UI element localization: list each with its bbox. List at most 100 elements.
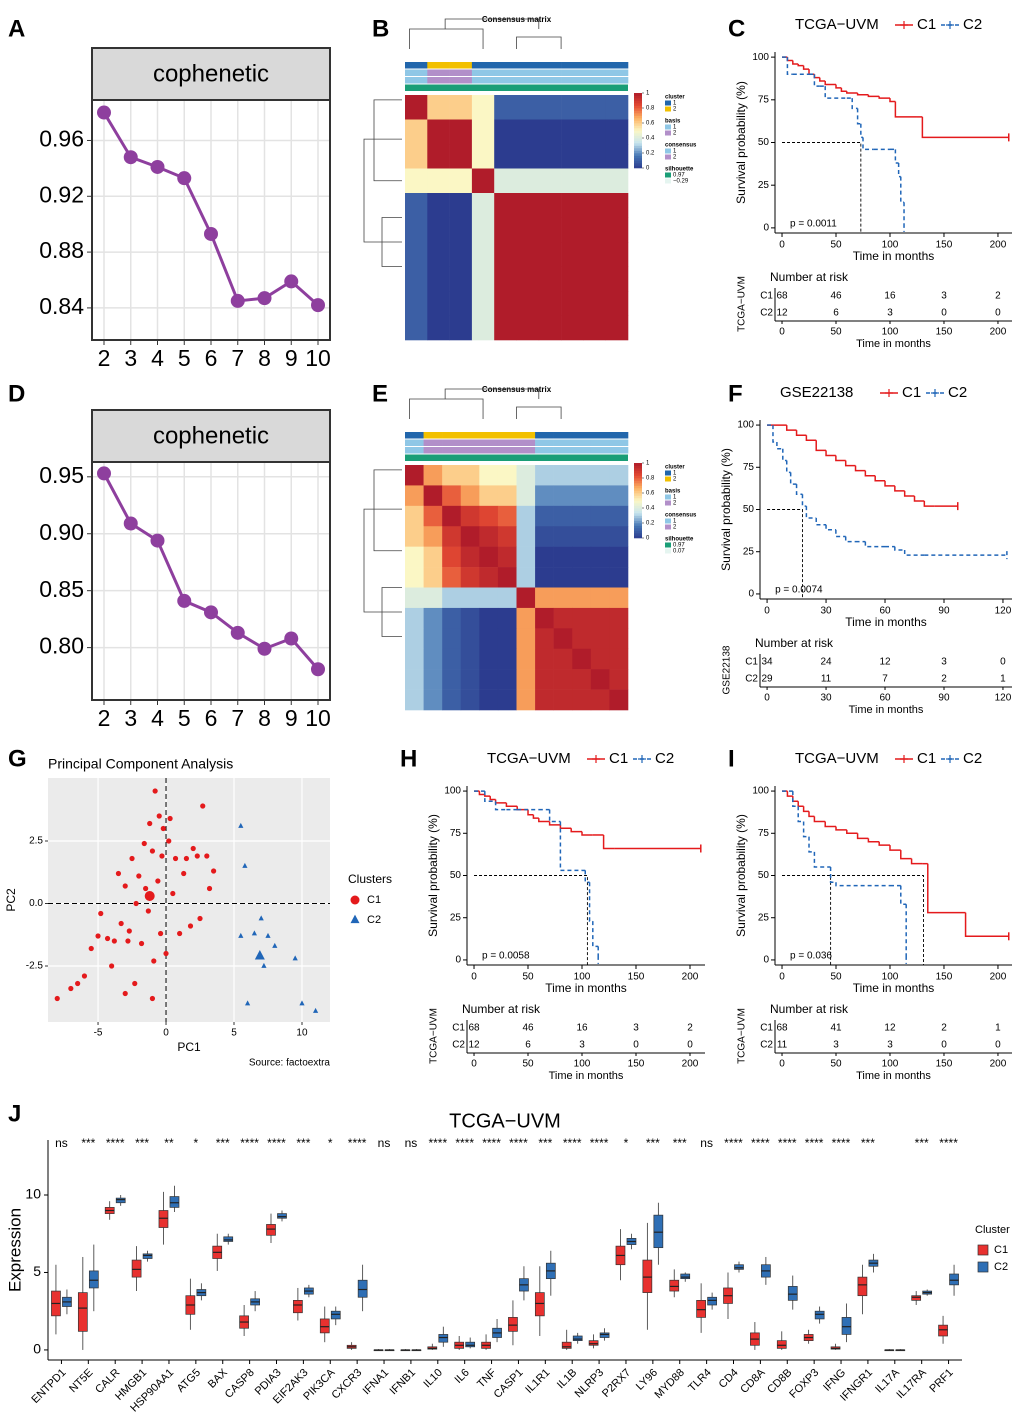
cell [449, 95, 473, 120]
risk-value: 46 [830, 291, 842, 302]
annotation-cell [442, 432, 462, 439]
cell [590, 587, 610, 609]
chart-title: Principal Component Analysis [48, 756, 233, 772]
colorbar-segment [634, 93, 642, 96]
survival-step [815, 517, 827, 526]
point [122, 990, 128, 997]
point [149, 848, 156, 854]
legend-label: C2 [963, 16, 982, 33]
point [123, 150, 138, 165]
significance: *** [861, 1136, 875, 1150]
cell [497, 648, 517, 670]
y-tick-label: 0.90 [39, 519, 84, 545]
survival-step [874, 475, 886, 482]
x-tick-label: 8 [258, 705, 271, 731]
box [653, 1214, 664, 1249]
y-tick-label: 0 [763, 223, 769, 234]
annotation-cell [590, 447, 610, 454]
colorbar-segment [634, 533, 642, 536]
x-tick-label: 3 [124, 705, 137, 731]
point [204, 853, 210, 859]
legend-title: basis [665, 489, 681, 495]
cell [442, 526, 462, 547]
panel-label: G [8, 745, 27, 772]
cell [494, 291, 517, 316]
cell [460, 607, 480, 629]
box [949, 1273, 959, 1286]
survival-step [851, 98, 858, 110]
legend-label: 1 [673, 495, 677, 501]
legend-marker [900, 21, 908, 29]
cell [494, 217, 517, 243]
colorbar-segment [634, 505, 642, 509]
risk-row-label: C2 [452, 1040, 465, 1051]
survival-step [792, 60, 799, 65]
risk-value: 34 [762, 657, 774, 668]
cell [497, 607, 517, 629]
y-tick-label: 100 [752, 786, 769, 797]
survival-step [964, 912, 1009, 938]
risk-value: 6 [833, 308, 839, 319]
median-line [782, 875, 832, 965]
cell [497, 628, 517, 650]
point [284, 274, 299, 289]
colorbar-segment [634, 465, 642, 469]
point [311, 662, 325, 677]
cell [494, 193, 517, 218]
y-tick-label: 10 [25, 1186, 41, 1202]
risk-value: 12 [468, 1040, 480, 1051]
cell [494, 95, 517, 120]
cell [460, 587, 480, 609]
cell [605, 217, 629, 243]
x-tick-label: 60 [879, 606, 891, 617]
annotation-cell [449, 69, 473, 76]
box [696, 1300, 706, 1318]
cell [427, 291, 450, 316]
cell [609, 607, 629, 629]
point [156, 813, 162, 819]
legend-key [665, 154, 671, 160]
cell [405, 315, 428, 341]
colorbar-segment [634, 100, 642, 104]
colorbar-segment [634, 468, 642, 471]
survival-step [864, 470, 876, 477]
box [534, 1292, 545, 1317]
significance: * [624, 1136, 629, 1150]
cell [609, 465, 629, 486]
risk-title: Number at risk [770, 1002, 849, 1016]
cell [497, 669, 517, 690]
survival-step [856, 833, 869, 840]
annotation-cell [405, 69, 428, 76]
risk-value: 0 [1000, 657, 1006, 668]
point [177, 930, 183, 937]
significance: **** [455, 1136, 474, 1150]
survival-step [813, 851, 831, 868]
chart-title: Consensus matrix [482, 385, 552, 394]
legend-label: 2 [673, 501, 677, 507]
point [238, 932, 244, 938]
cell [423, 526, 443, 547]
y-axis-label: PC2 [4, 888, 18, 912]
cell [442, 628, 462, 650]
point [144, 891, 155, 901]
box [115, 1197, 126, 1204]
risk-x-tick-label: 30 [820, 693, 832, 704]
annotation-cell [494, 62, 517, 69]
cell [405, 669, 424, 690]
point [230, 293, 245, 308]
cell [405, 95, 428, 120]
point [111, 938, 117, 944]
survival-step [824, 86, 847, 99]
y-tick-label: 0.0 [29, 898, 43, 909]
legend-label: 2 [673, 131, 677, 137]
significance: * [328, 1136, 333, 1150]
cell [405, 546, 424, 568]
risk-x-label: Time in months [856, 1070, 931, 1082]
survival-step [602, 834, 615, 850]
chart-title: Consensus matrix [482, 15, 552, 24]
box [707, 1296, 717, 1306]
survival-step [797, 63, 804, 67]
annotation-cell [516, 69, 540, 76]
point [125, 938, 131, 944]
cell [609, 648, 629, 670]
